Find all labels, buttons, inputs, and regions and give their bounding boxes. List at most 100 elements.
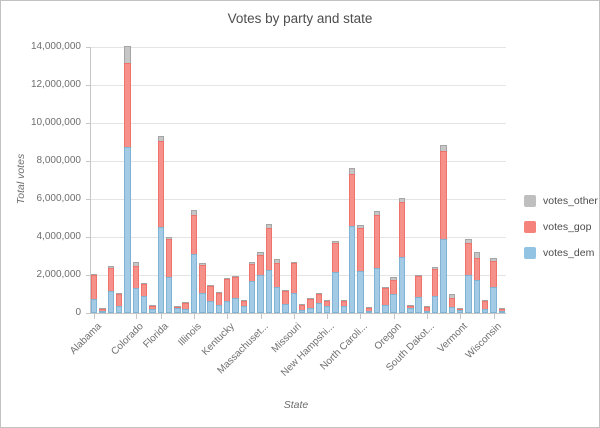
bar-south-dakota[interactable] xyxy=(423,306,431,313)
bar-segment-votes_dem xyxy=(298,309,306,313)
bar-arkansas[interactable] xyxy=(115,292,123,313)
bar-segment-votes_dem xyxy=(440,239,447,313)
bar-iowa[interactable] xyxy=(207,285,214,313)
y-tick-label: 10,000,000 xyxy=(30,117,81,128)
bar-north-carolina[interactable] xyxy=(357,224,364,313)
legend: votes_other votes_gop votes_dem xyxy=(524,195,598,259)
bar-wyoming[interactable] xyxy=(498,307,506,313)
legend-item-votes_gop[interactable]: votes_gop xyxy=(524,221,598,233)
x-tick-mark xyxy=(194,314,195,319)
bar-segment-votes_dem xyxy=(473,279,481,313)
bar-segment-votes_gop xyxy=(249,264,256,283)
bar-alabama[interactable] xyxy=(90,274,98,313)
bar-utah[interactable] xyxy=(448,293,456,313)
y-tick-mark xyxy=(86,199,90,200)
bar-segment-votes_gop xyxy=(282,291,289,305)
bar-segment-votes_dem xyxy=(390,293,397,313)
bar-west-virginia[interactable] xyxy=(482,300,489,313)
y-gridline xyxy=(91,123,506,124)
bar-segment-votes_dem xyxy=(432,296,439,313)
bar-ohio[interactable] xyxy=(373,210,381,313)
bar-pennsylvania[interactable] xyxy=(398,197,406,313)
bar-florida[interactable] xyxy=(157,136,164,313)
bar-segment-votes_gop xyxy=(390,280,397,295)
bar-segment-votes_dem xyxy=(315,302,322,313)
bar-missouri[interactable] xyxy=(290,261,298,313)
bar-idaho[interactable] xyxy=(182,301,189,313)
bar-illinois[interactable] xyxy=(190,209,198,313)
bar-segment-votes_gop xyxy=(440,151,447,241)
bar-segment-votes_dem xyxy=(348,226,356,313)
bar-delaware[interactable] xyxy=(149,305,156,313)
bar-georgia[interactable] xyxy=(165,236,173,313)
bar-michigan[interactable] xyxy=(265,223,273,313)
x-tick-mark xyxy=(135,314,137,319)
bar-washington[interactable] xyxy=(473,252,481,313)
bar-kansas[interactable] xyxy=(215,292,223,313)
bar-kentucky[interactable] xyxy=(224,278,231,313)
bar-california[interactable] xyxy=(124,45,131,313)
legend-item-votes_dem[interactable]: votes_dem xyxy=(524,247,598,259)
bar-maine[interactable] xyxy=(240,299,248,313)
bar-segment-votes_dem xyxy=(182,309,189,313)
bar-new-york[interactable] xyxy=(348,168,356,313)
legend-label: votes_gop xyxy=(543,221,592,233)
bar-oklahoma[interactable] xyxy=(382,286,389,313)
y-tick-label: 4,000,000 xyxy=(36,231,82,242)
y-gridline xyxy=(91,47,506,48)
bar-segment-votes_dem xyxy=(115,305,123,313)
bar-texas[interactable] xyxy=(440,144,447,313)
x-tick-mark xyxy=(426,314,428,319)
y-tick-mark xyxy=(86,161,90,162)
bar-new-hampshire[interactable] xyxy=(323,299,331,313)
bar-hawaii[interactable] xyxy=(174,305,181,313)
bar-new-jersey[interactable] xyxy=(332,241,339,313)
bar-indiana[interactable] xyxy=(199,263,206,313)
bar-montana[interactable] xyxy=(298,304,306,313)
bar-segment-votes_dem xyxy=(165,277,173,313)
bar-virginia[interactable] xyxy=(465,239,472,313)
bar-rhode-island[interactable] xyxy=(407,304,414,313)
bar-minnesota[interactable] xyxy=(274,259,281,313)
bar-segment-votes_dem xyxy=(257,275,264,313)
bar-segment-votes_gop xyxy=(357,227,364,273)
bar-massachusetts[interactable] xyxy=(257,251,264,313)
bar-segment-votes_dem xyxy=(290,292,298,313)
bar-segment-votes_gop xyxy=(373,214,381,269)
bar-oregon[interactable] xyxy=(390,277,397,313)
x-tick-mark xyxy=(227,314,229,319)
y-tick-mark xyxy=(86,313,90,314)
bar-connecticut[interactable] xyxy=(140,283,148,313)
bar-segment-votes_dem xyxy=(99,310,106,313)
bar-nebraska[interactable] xyxy=(307,298,314,313)
bar-segment-votes_gop xyxy=(473,257,481,281)
bar-north-dakota[interactable] xyxy=(365,306,372,313)
bar-louisiana[interactable] xyxy=(232,275,239,313)
bar-vermont[interactable] xyxy=(457,307,464,313)
bar-arizona[interactable] xyxy=(107,266,114,313)
bar-segment-votes_dem xyxy=(265,269,273,313)
chart-title: Votes by party and state xyxy=(227,11,373,26)
bar-mississippi[interactable] xyxy=(282,290,289,313)
bar-segment-votes_gop xyxy=(124,62,131,148)
bar-segment-votes_dem xyxy=(448,307,456,313)
bar-tennessee[interactable] xyxy=(432,267,439,313)
bar-new-mexico[interactable] xyxy=(340,299,347,313)
bar-segment-votes_dem xyxy=(373,267,381,313)
bar-segment-votes_gop xyxy=(107,268,114,292)
bar-south-carolina[interactable] xyxy=(415,274,422,313)
bar-maryland[interactable] xyxy=(249,262,256,313)
y-tick-mark xyxy=(86,47,90,48)
legend-item-votes_other[interactable]: votes_other xyxy=(524,195,598,207)
bar-segment-votes_gop xyxy=(432,268,439,298)
bar-segment-votes_dem xyxy=(174,307,181,313)
bar-segment-votes_dem xyxy=(124,146,131,313)
bar-wisconsin[interactable] xyxy=(490,258,497,313)
bar-colorado[interactable] xyxy=(132,262,139,313)
bar-alaska[interactable] xyxy=(99,307,106,313)
bar-segment-votes_gop xyxy=(382,287,389,307)
bar-nevada[interactable] xyxy=(315,293,322,313)
bar-segment-votes_dem xyxy=(423,310,431,313)
bar-segment-votes_dem xyxy=(323,306,331,313)
